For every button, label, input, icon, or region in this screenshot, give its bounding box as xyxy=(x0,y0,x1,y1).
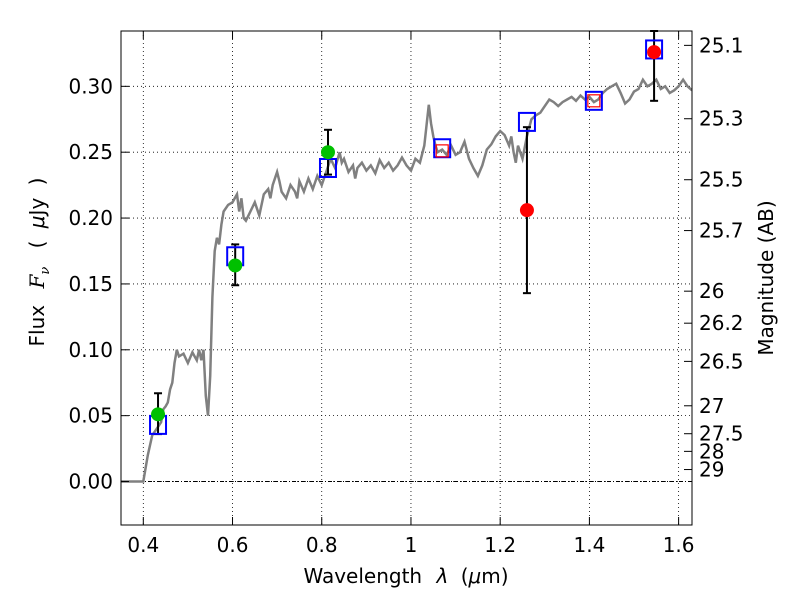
magnitude-tick-label: 26.5 xyxy=(699,349,744,373)
y-axis-unit: Jy xyxy=(25,198,49,218)
x-axis-label: Wavelength λ (μm) xyxy=(303,564,508,588)
magnitude-tick-label: 25.1 xyxy=(699,33,744,57)
x-tick-label: 0.4 xyxy=(127,533,159,557)
x-axis-paren: ( xyxy=(461,564,469,588)
y-axis-nu: ν xyxy=(38,267,53,275)
x-tick-label: 0.8 xyxy=(306,533,338,557)
y-axis-mu: μ xyxy=(25,215,49,229)
magnitude-tick-label: 26.2 xyxy=(699,311,744,335)
y-axis-label-word: Flux xyxy=(25,305,49,347)
observed-photometry-point xyxy=(647,45,662,60)
observed-photometry-point xyxy=(519,203,534,218)
y-tick-label: 0.25 xyxy=(68,140,113,164)
model-photometry-square xyxy=(517,111,536,132)
observed-photometry-point xyxy=(320,145,335,160)
y-tick-label: 0.10 xyxy=(68,338,113,362)
x-axis-lambda: λ xyxy=(435,564,448,588)
magnitude-tick-label: 25.3 xyxy=(699,107,744,131)
observed-photometry-markers xyxy=(151,45,662,422)
observed-upper-limit-marker xyxy=(435,144,449,158)
x-tick-label: 1.4 xyxy=(573,533,605,557)
magnitude-tick-label: 28 xyxy=(699,439,724,463)
magnitude-tick-label: 27 xyxy=(699,394,724,418)
magnitude-tick-label: 25.7 xyxy=(699,219,744,243)
y-tick-label: 0.20 xyxy=(68,206,113,230)
model-photometry-square xyxy=(584,90,603,111)
x-tick-label: 1.2 xyxy=(484,533,516,557)
x-tick-label: 1.6 xyxy=(663,533,695,557)
y-tick-label: 0.30 xyxy=(68,74,113,98)
model-sed-line xyxy=(121,77,692,483)
y-axis-ticks: 0.00 0.05 0.10 0.15 0.20 0.25 0.30 xyxy=(68,74,129,494)
x-axis-ticks: 0.4 0.6 0.8 1 1.2 1.4 1.6 xyxy=(127,31,695,557)
observed-photometry-point xyxy=(151,407,166,422)
x-axis-unit: m) xyxy=(481,564,508,588)
x-axis-mu: μ xyxy=(468,564,482,588)
y-tick-label: 0.00 xyxy=(68,470,113,494)
magnitude-axis-label: Magnitude (AB) xyxy=(754,200,778,355)
y-axis-F: F xyxy=(25,274,49,290)
x-axis-label-word: Wavelength xyxy=(303,564,422,588)
observed-photometry-point xyxy=(228,258,243,273)
magnitude-tick-label: 27.5 xyxy=(699,422,744,446)
y-axis-close-paren: ) xyxy=(25,178,49,186)
magnitude-tick-label: 26 xyxy=(699,279,724,303)
y-axis-label: Flux Fν ( μJy ) xyxy=(25,178,54,347)
plot-area xyxy=(121,30,692,483)
magnitude-tick-label: 29 xyxy=(699,458,724,482)
observed-upper-limit-marker xyxy=(587,94,601,108)
y-tick-label: 0.15 xyxy=(68,272,113,296)
x-tick-label: 1 xyxy=(405,533,418,557)
x-tick-label: 0.6 xyxy=(217,533,249,557)
magnitude-tick-label: 25.5 xyxy=(699,168,744,192)
plot-frame xyxy=(120,30,693,526)
y-tick-label: 0.05 xyxy=(68,404,113,428)
y-axis-open-paren: ( xyxy=(25,241,49,249)
